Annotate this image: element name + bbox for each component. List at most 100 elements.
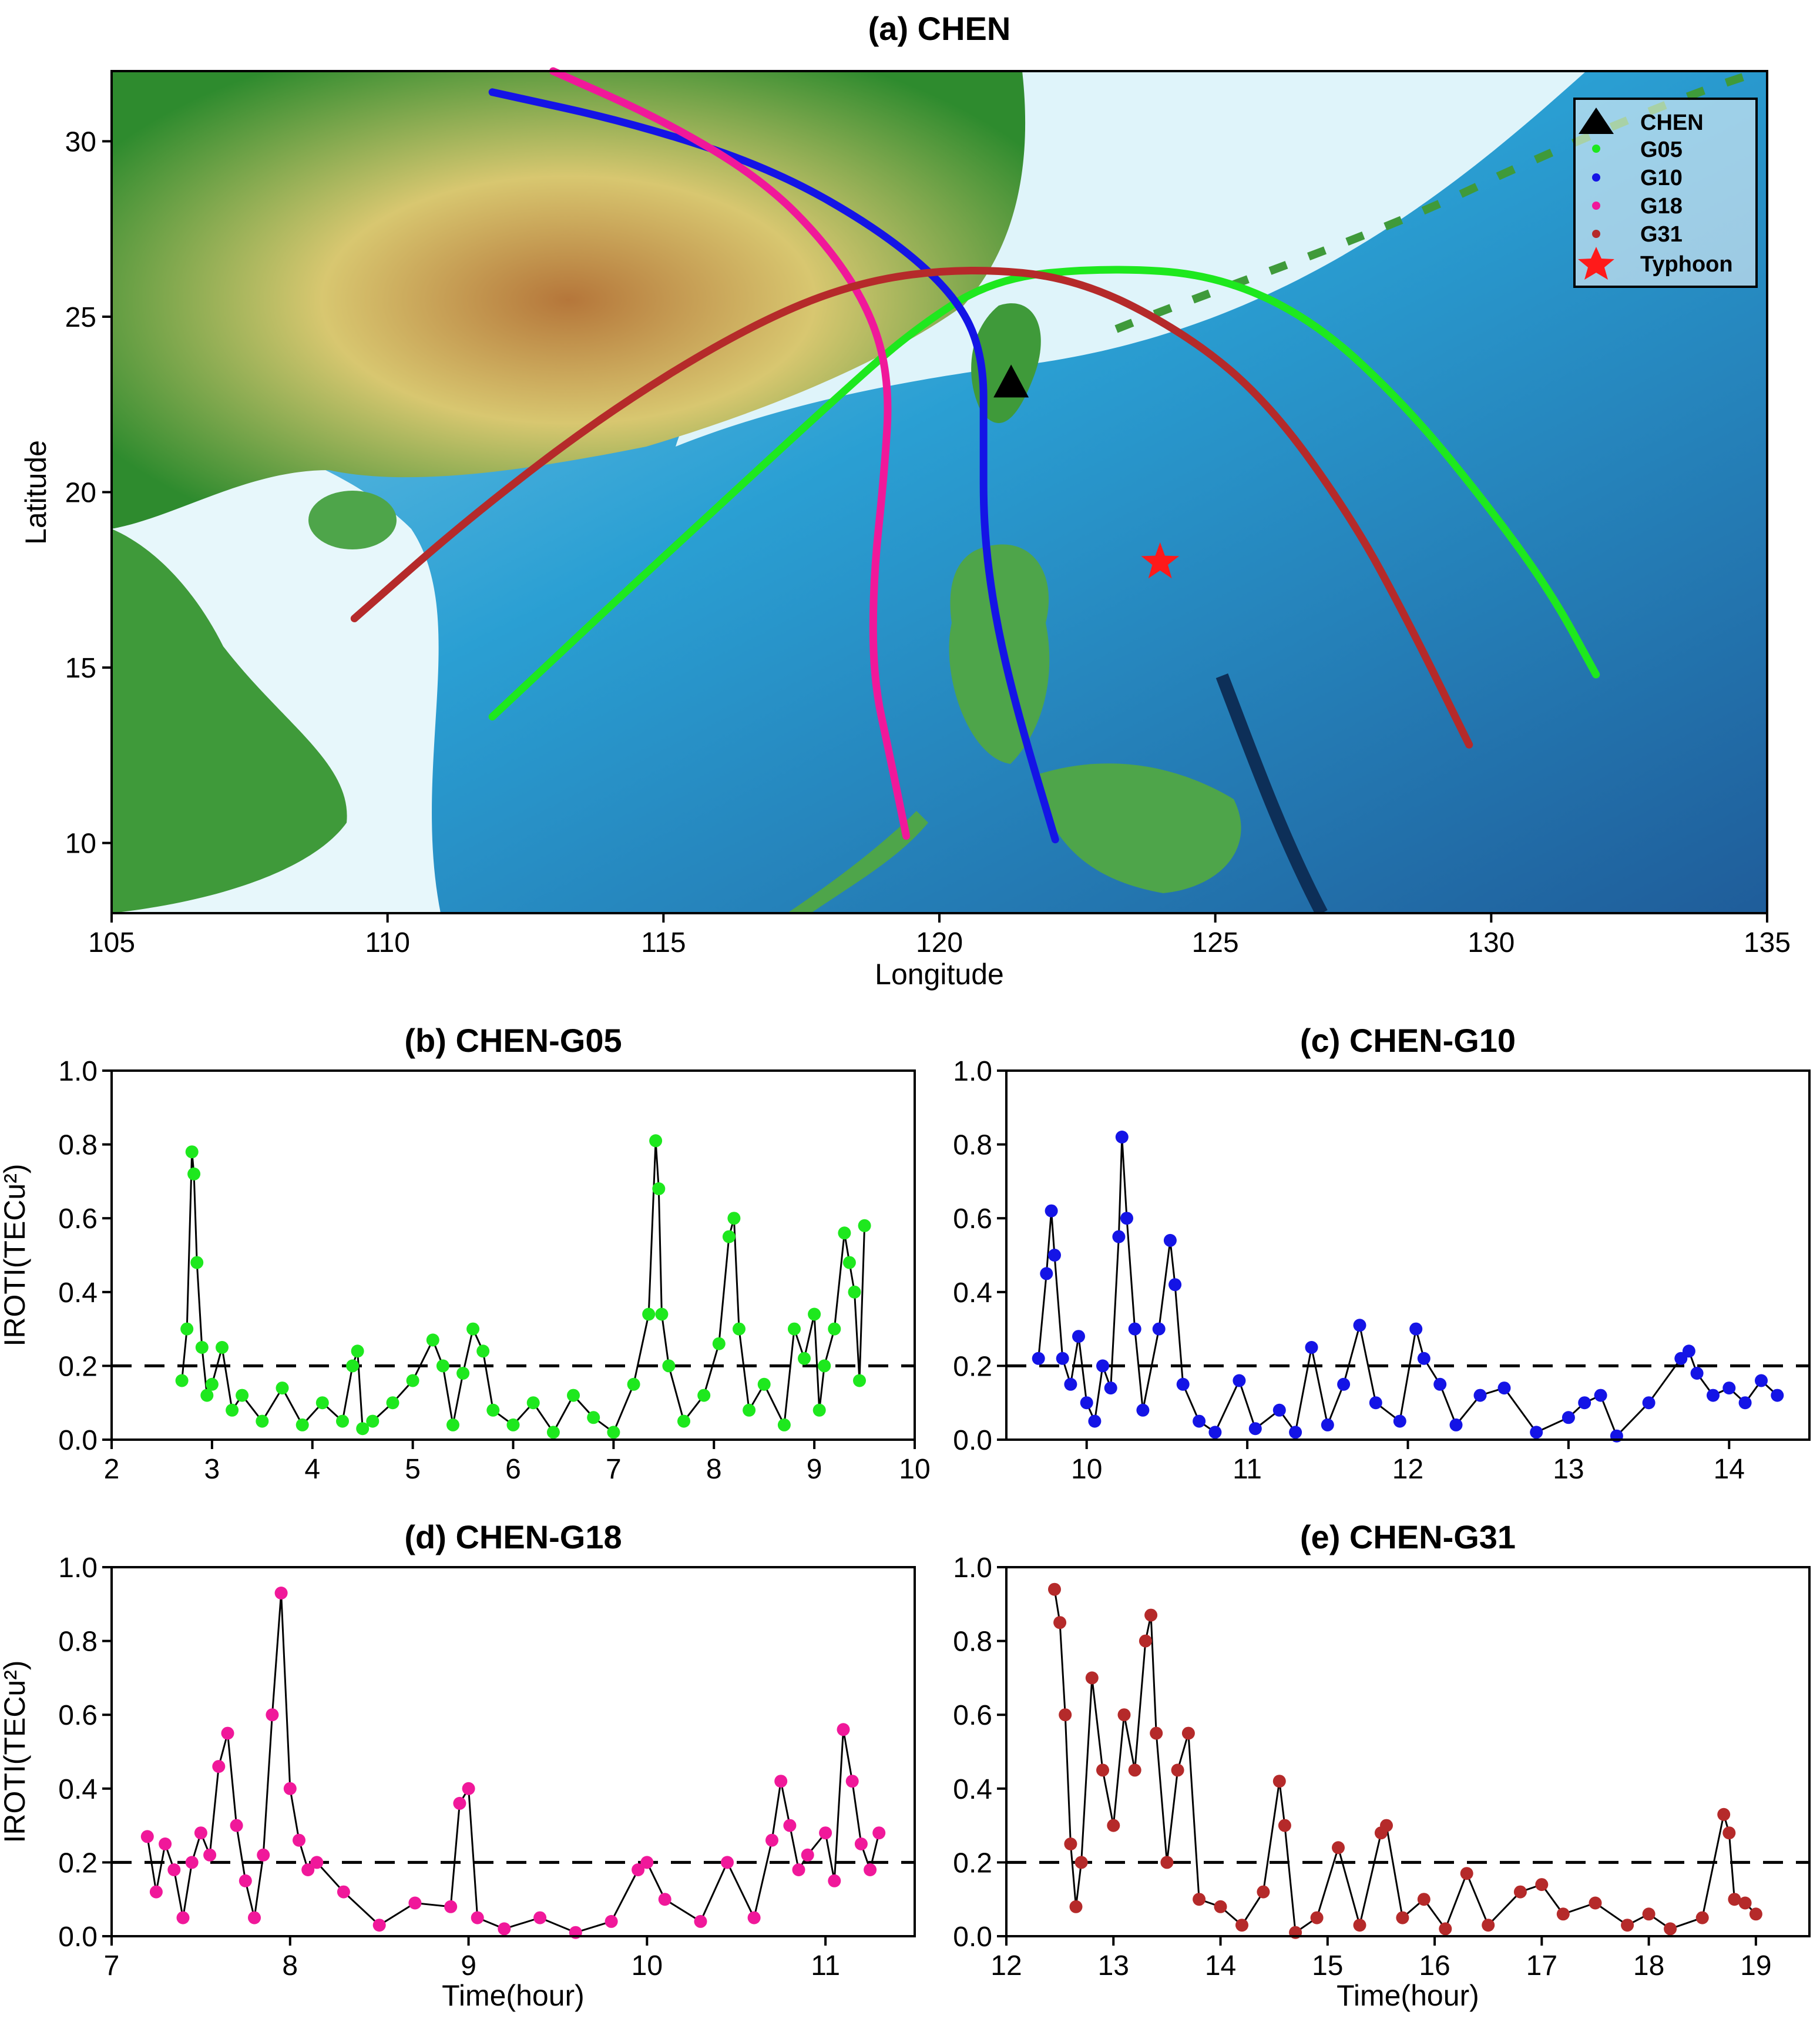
data-point: [466, 1322, 480, 1336]
panel-frame: [1005, 1566, 1811, 1937]
data-point: [743, 1403, 756, 1417]
data-point: [293, 1833, 305, 1847]
panel-g31: (e) CHEN-G31 12 13 14 15 16 17 18 19 0.0 0.2 0.4 0.6…: [953, 1518, 1811, 2012]
data-point: [1117, 1708, 1131, 1722]
data-point: [1088, 1414, 1102, 1428]
y-tick-label: 0.0: [953, 1425, 992, 1456]
x-tick-label: 14: [1714, 1454, 1745, 1485]
x-tick-label: 10: [899, 1454, 930, 1485]
data-point: [1112, 1230, 1126, 1243]
panel-frame: [110, 1069, 916, 1441]
data-point: [1305, 1341, 1318, 1354]
y-tick-label: 0.6: [58, 1203, 98, 1235]
data-point: [1535, 1878, 1549, 1892]
station-marker: [993, 364, 1029, 398]
map-y-label: Latitude: [19, 440, 52, 545]
data-point: [1040, 1267, 1053, 1280]
x-tick-label: 8: [282, 1950, 298, 1981]
data-point: [1562, 1411, 1575, 1424]
data-point: [1433, 1377, 1447, 1391]
map-area: [112, 71, 1767, 913]
data-point: [200, 1389, 214, 1402]
data-point: [356, 1422, 370, 1436]
data-point: [783, 1819, 797, 1832]
data-point: [456, 1367, 470, 1380]
panel-g10: (c) CHEN-G10 10 11 12 13 14 0.0 0.2 0.4 0.6 0.8 1.0: [953, 1022, 1811, 1485]
panel-title: (c) CHEN-G10: [1300, 1022, 1516, 1059]
panel-title: (d) CHEN-G18: [404, 1518, 622, 1555]
map-x-tick-label: 130: [1468, 927, 1515, 958]
y-tick-label: 0.4: [58, 1774, 98, 1805]
data-point: [1310, 1911, 1324, 1924]
data-point: [176, 1911, 190, 1924]
x-axis-label: Time(hour): [1337, 1979, 1479, 2012]
data-point: [1214, 1900, 1227, 1913]
data-point: [842, 1256, 856, 1269]
data-point: [1233, 1374, 1246, 1387]
ocean-trench: [1215, 673, 1328, 913]
x-tick-label: 7: [104, 1950, 120, 1981]
x-tick-label: 19: [1740, 1950, 1771, 1981]
x-tick-label: 5: [405, 1454, 421, 1485]
data-point: [149, 1885, 163, 1899]
data-point: [336, 1414, 349, 1428]
x-tick-label: 2: [104, 1454, 120, 1485]
legend-label-g18: G18: [1640, 194, 1683, 219]
data-point: [372, 1919, 386, 1932]
data-point: [337, 1885, 350, 1899]
data-point: [777, 1418, 791, 1431]
legend-triangle-icon: [1579, 108, 1614, 134]
data-point: [1738, 1396, 1752, 1410]
data-point: [1160, 1856, 1174, 1869]
legend-g05-marker: [1592, 145, 1600, 153]
legend-label-g05: G05: [1640, 138, 1683, 162]
track-g10: [488, 88, 1059, 844]
legend-label-typhoon: Typhoon: [1640, 252, 1733, 277]
data-point: [1048, 1582, 1061, 1596]
data-point: [406, 1374, 419, 1387]
data-point: [1722, 1826, 1736, 1840]
data-point: [1682, 1344, 1695, 1358]
data-point: [677, 1414, 690, 1428]
data-point: [1642, 1396, 1656, 1410]
data-point: [721, 1856, 734, 1869]
map-x-tick-label: 125: [1192, 927, 1239, 958]
data-point: [1181, 1726, 1195, 1740]
data-point: [1072, 1330, 1085, 1343]
map-x-tick-label: 135: [1744, 927, 1791, 958]
map-y-tick-label: 25: [65, 302, 96, 333]
data-point: [848, 1285, 861, 1299]
data-point: [257, 1848, 270, 1862]
y-tick-label: 1.0: [58, 1056, 98, 1087]
series-line: [146, 1592, 880, 1934]
y-tick-label: 0.0: [58, 1425, 98, 1456]
data-point: [1497, 1381, 1511, 1395]
data-point: [662, 1359, 676, 1373]
data-point: [632, 1863, 645, 1876]
data-point: [1045, 1204, 1058, 1218]
data-point: [1664, 1922, 1677, 1936]
data-point: [226, 1403, 239, 1417]
x-tick-label: 7: [606, 1454, 622, 1485]
palawan: [787, 811, 928, 913]
x-tick-label: 17: [1526, 1950, 1557, 1981]
map-x-axis: 105 110 115 120 125 130 135: [88, 913, 1791, 958]
map-overlay: [350, 67, 1600, 844]
data-point: [194, 1826, 207, 1840]
data-point: [828, 1874, 841, 1887]
data-point: [187, 1167, 201, 1181]
data-point: [1513, 1885, 1527, 1899]
data-point: [1396, 1911, 1409, 1924]
x-tick-label: 6: [505, 1454, 521, 1485]
data-point: [1193, 1893, 1206, 1906]
data-point: [1152, 1322, 1166, 1336]
map-x-tick-label: 115: [641, 927, 686, 958]
data-point: [1482, 1919, 1495, 1932]
data-point: [627, 1377, 640, 1391]
data-point: [652, 1182, 666, 1195]
data-point: [858, 1219, 871, 1232]
data-point: [788, 1322, 801, 1336]
data-point: [1278, 1819, 1291, 1832]
data-point: [1064, 1377, 1077, 1391]
